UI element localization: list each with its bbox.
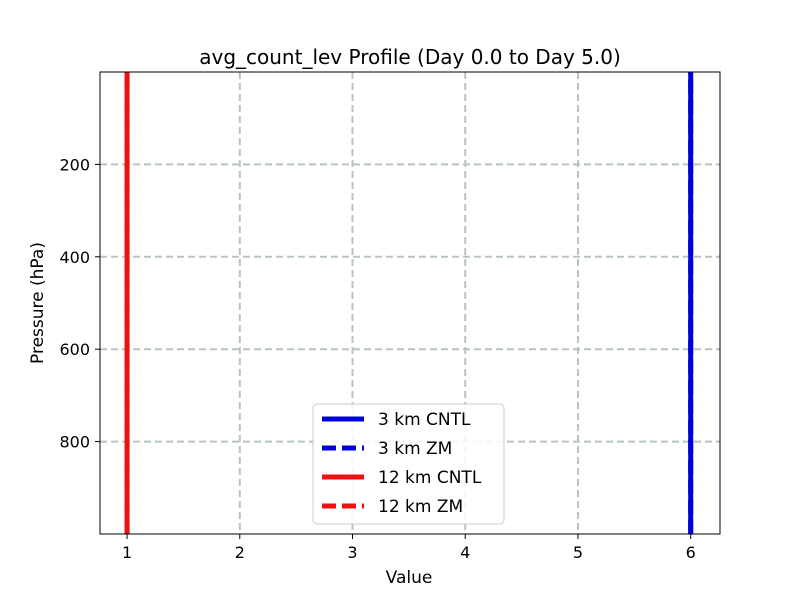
axis-ticks: 1 2 3 4 5 6 200 400 600 800 — [59, 155, 695, 562]
y-tick-label: 200 — [59, 155, 90, 174]
legend-box — [312, 403, 505, 525]
x-tick-label: 4 — [460, 543, 470, 562]
chart-title: avg_count_lev Profile (Day 0.0 to Day 5.… — [199, 45, 621, 69]
x-tick-label: 3 — [347, 543, 357, 562]
x-tick-label: 2 — [235, 543, 245, 562]
legend-label: 12 km CNTL — [378, 468, 482, 488]
plot-frame — [99, 71, 721, 535]
y-tick-label: 600 — [59, 340, 90, 359]
series-lines — [124, 72, 694, 534]
legend-label: 3 km ZM — [378, 439, 452, 459]
x-axis-title: Value — [386, 568, 433, 588]
legend-label: 12 km ZM — [378, 497, 463, 517]
x-tick-label: 5 — [573, 543, 583, 562]
y-tick-label: 400 — [59, 248, 90, 267]
legend-label: 3 km CNTL — [378, 410, 471, 430]
x-tick-label: 1 — [122, 543, 132, 562]
legend: 3 km CNTL 3 km ZM 12 km CNTL 12 km ZM — [312, 403, 505, 525]
y-axis-title: Pressure (hPa) — [28, 242, 48, 364]
y-tick-label: 800 — [59, 433, 90, 452]
x-tick-label: 6 — [686, 543, 696, 562]
